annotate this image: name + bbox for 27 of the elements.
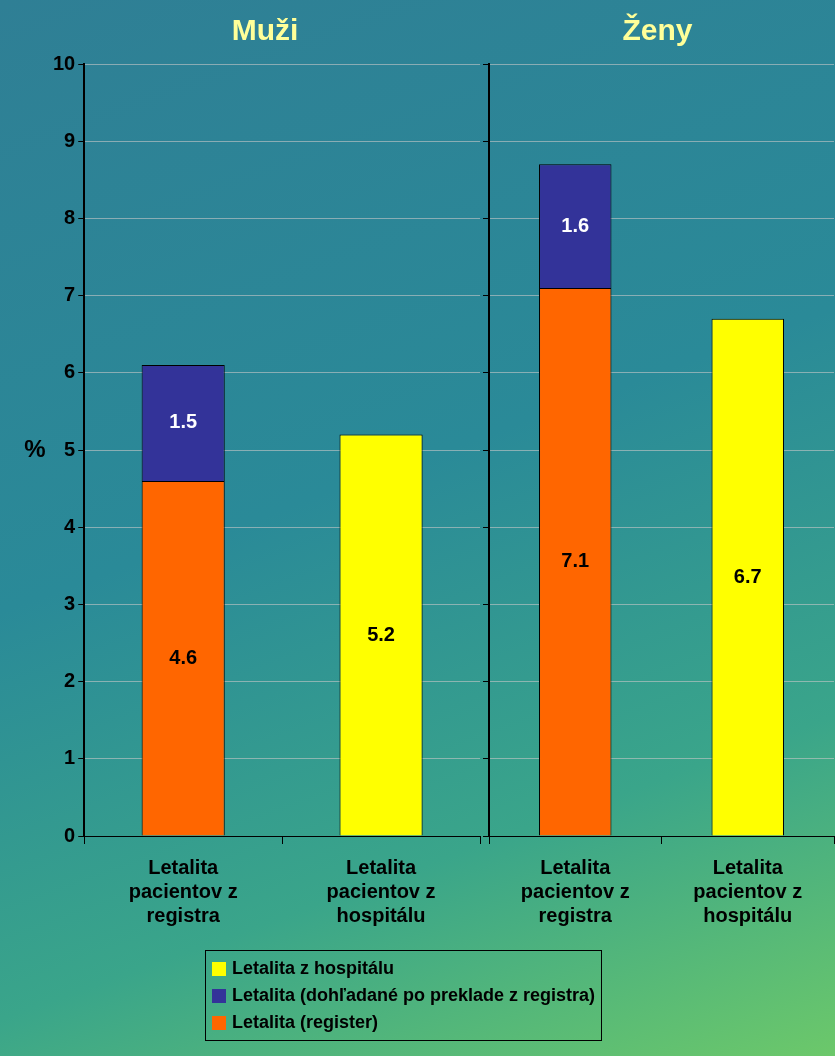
legend-label: Letalita (dohľadané po preklade z registra): [232, 985, 596, 1006]
y-tick-label: 4: [64, 514, 77, 537]
y-tick-label: 8: [64, 205, 76, 228]
data-label: 5.2: [367, 622, 395, 645]
data-label: 4.6: [169, 645, 198, 668]
x-tick-label: Letalita pacientov z registra: [128, 855, 238, 926]
y-tick-label: 5: [64, 437, 76, 460]
chart-title: Muži: [231, 13, 299, 47]
x-tick-label: Letalita pacientov z hospitálu: [326, 855, 436, 926]
data-label: 7.1: [561, 549, 590, 572]
x-tick-label: Letalita pacientov z hospitálu: [693, 855, 803, 926]
y-axis-title: %: [24, 434, 46, 462]
chart-title: Ženy: [622, 13, 693, 47]
y-tick-label: 10: [53, 51, 76, 74]
y-tick-label: 1: [64, 746, 76, 769]
x-tick-label: Letalita pacientov z registra: [520, 855, 630, 926]
legend-label: Letalita z hospitálu: [232, 958, 395, 979]
legend-label: Letalita (register): [232, 1012, 379, 1033]
y-tick-label: 7: [64, 283, 76, 306]
y-tick-label: 2: [64, 669, 76, 692]
data-label: 1.5: [169, 410, 198, 433]
y-tick-label: 3: [64, 591, 76, 614]
y-tick-label: 6: [64, 360, 76, 383]
data-label: 6.7: [733, 564, 762, 587]
data-label: 1.6: [561, 213, 590, 236]
y-tick-label: 9: [64, 128, 76, 151]
y-tick-label: 0: [64, 823, 76, 846]
